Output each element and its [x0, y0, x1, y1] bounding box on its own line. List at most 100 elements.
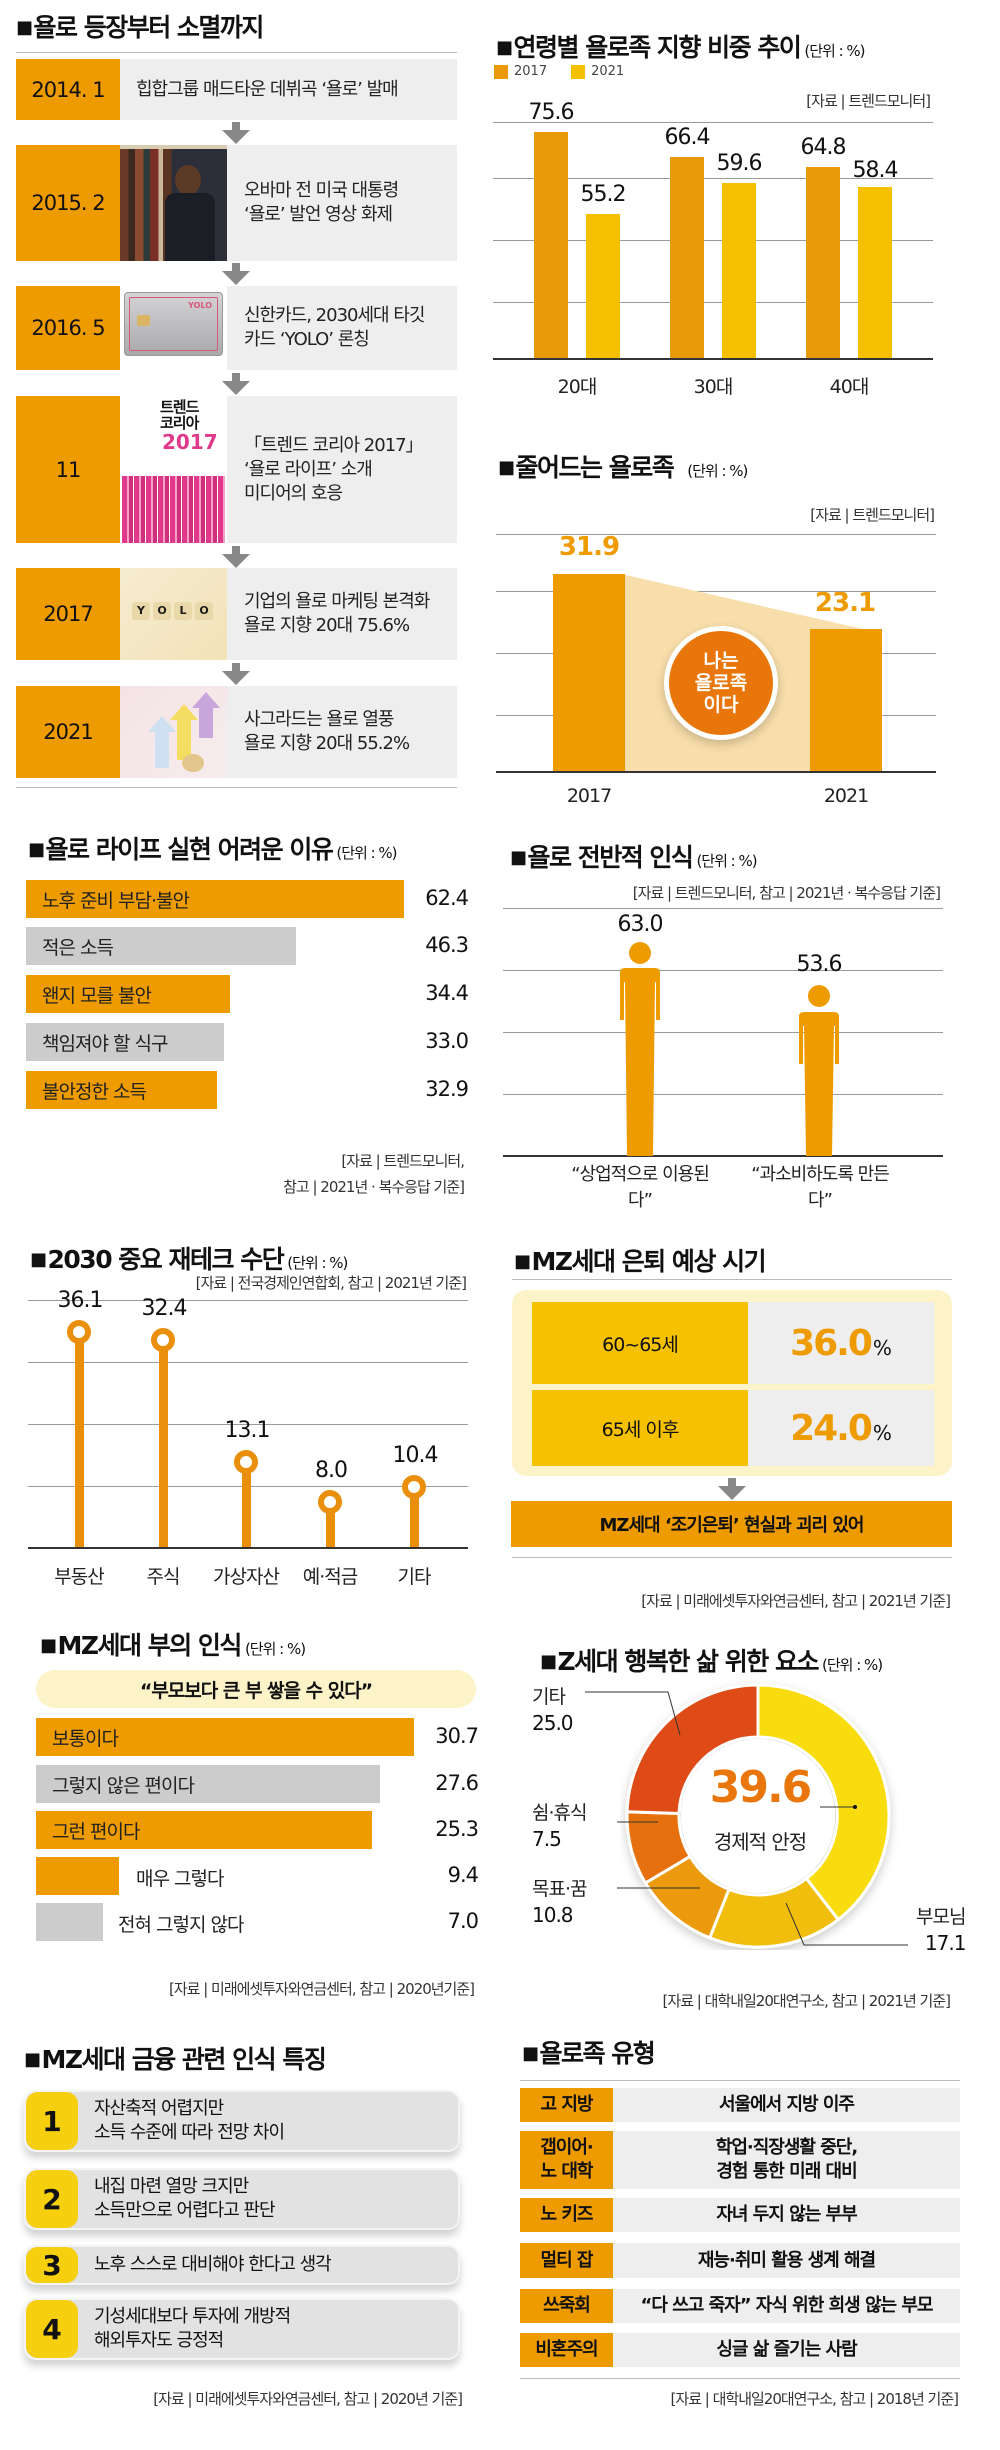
yolo-card-photo: YOLO	[120, 286, 227, 370]
timeline-year: 2014. 1	[16, 59, 120, 120]
down-arrow-icon	[222, 663, 250, 685]
down-arrow-icon	[222, 122, 250, 144]
chart-legend: 2017 2021	[494, 64, 624, 79]
investment-title: ■2030 중요 재테크 수단 (단위 : %)	[30, 1245, 348, 1274]
bar-30s-2017	[670, 157, 704, 358]
bar-2021	[810, 629, 882, 771]
retirement-title: ■MZ세대 은퇴 예상 시기	[514, 1247, 767, 1276]
retirement-age: 65세 이후	[532, 1390, 748, 1466]
lollipop-dot	[151, 1328, 175, 1352]
timeline-year: 2017	[16, 568, 120, 660]
bar-20s-2021	[586, 214, 620, 358]
source-note: [자료 | 대학내일20대연구소, 참고 | 2021년 기준]	[662, 1992, 951, 2010]
source-note: 참고 | 2021년 · 복수응답 기준]	[283, 1178, 465, 1196]
hbar: 그런 편이다	[36, 1811, 372, 1849]
divider	[512, 1557, 952, 1558]
hbar-label: 전혀 그렇지 않다	[118, 1914, 244, 1936]
divider	[16, 52, 457, 53]
source-note: [자료 | 트렌드모니터,	[341, 1152, 465, 1170]
type-row: 쓰죽회 “다 쓰고 죽자” 자식 위한 희생 않는 부모	[520, 2289, 960, 2323]
retirement-value: 36.0%	[748, 1302, 934, 1384]
source-note: [자료 | 트렌드모니터]	[806, 92, 931, 110]
difficulty-title: ■욜로 라이프 실현 어려운 이유 (단위 : %)	[28, 835, 398, 864]
leader-lines	[585, 1691, 908, 1946]
timeline-row: 2017 Y O L O 기업의 욜로 마케팅 본격화 욜로 지향 20대 75.…	[16, 568, 457, 660]
hbar: 그렇지 않은 편이다	[36, 1765, 380, 1803]
bar-30s-2021	[722, 183, 756, 358]
timeline-title: ■욜로 등장부터 소멸까지	[16, 13, 264, 42]
timeline-row: 2016. 5 YOLO 신한카드, 2030세대 타깃 카드 ‘YOLO’ 론칭	[16, 286, 457, 370]
source-note: [자료 | 미래에셋투자와연금센터, 참고 | 2021년 기준]	[641, 1592, 951, 1610]
donut-label: 목표·꿈 10.8	[532, 1878, 587, 1927]
retirement-age: 60~65세	[532, 1302, 748, 1384]
card-number-badge: 4	[26, 2300, 78, 2358]
down-arrow-icon	[718, 1478, 746, 1500]
wealth-quote: “부모보다 큰 부 쌓을 수 있다”	[36, 1670, 476, 1708]
center-value: 39.6	[709, 1762, 813, 1813]
timeline-year: 11	[16, 396, 120, 543]
finance-card: 3 노후 스스로 대비해야 한다고 생각	[24, 2245, 460, 2285]
wealth-title: ■MZ세대 부의 인식 (단위 : %)	[40, 1631, 306, 1660]
card-number-badge: 1	[26, 2092, 78, 2150]
happiness-title: ■Z세대 행복한 삶 위한 요소 (단위 : %)	[540, 1647, 883, 1676]
source-note: [자료 | 미래에셋투자와연금센터, 참고 | 2020년 기준]	[153, 2390, 463, 2408]
divider	[512, 1279, 952, 1280]
donut-label: 부모님 17.1	[916, 1906, 966, 1955]
card-brand-text: YOLO	[188, 301, 212, 310]
timeline-year: 2016. 5	[16, 286, 120, 370]
retirement-value: 24.0%	[748, 1390, 934, 1466]
hbar: 노후 준비 부담·불안	[26, 880, 404, 918]
center-label: 경제적 안정	[713, 1830, 807, 1854]
finance-card: 1 자산축적 어렵지만 소득 수준에 따라 전망 차이	[24, 2090, 460, 2152]
lollipop-dot	[318, 1490, 342, 1514]
retirement-banner: MZ세대 ‘조기은퇴’ 현실과 괴리 있어	[511, 1501, 952, 1547]
hbar: 왠지 모를 불안	[26, 975, 230, 1013]
timeline-row: 2021 사그라드는 욜로 열풍 욜로 지향 20대 55.2%	[16, 686, 457, 778]
category-label: “과소비하도록 만든다”	[751, 1164, 890, 1211]
person-pictogram-icon	[620, 942, 660, 1156]
down-arrow-icon	[222, 546, 250, 568]
timeline-text: 사그라드는 욜로 열풍 욜로 지향 20대 55.2%	[244, 709, 410, 754]
divider	[16, 787, 457, 788]
age-trend-title: ■연령별 욜로족 지향 비중 추이 (단위 : %)	[496, 33, 866, 62]
source-note: [자료 | 전국경제인연합회, 참고 | 2021년 기준]	[195, 1274, 467, 1292]
donut-chart	[625, 1683, 891, 1949]
declining-title: ■줄어드는 욜로족 (단위 : %)	[498, 453, 748, 482]
obama-selfie-photo	[120, 145, 227, 261]
bar-40s-2017	[806, 167, 840, 358]
trend-korea-book-cover: 트렌드 코리아 2017	[120, 396, 227, 543]
timeline-text: 힙합그룹 매드타운 데뷔곡 ‘욜로’ 발매	[136, 78, 399, 100]
timeline-row: 2015. 2 오바마 전 미국 대통령 ‘욜로’ 발언 영상 화제	[16, 145, 457, 261]
down-arrow-icon	[222, 373, 250, 395]
divider	[520, 2378, 960, 2379]
timeline-row: 2014. 1 힙합그룹 매드타운 데뷔곡 ‘욜로’ 발매	[16, 59, 457, 120]
legend-swatch-2021	[571, 64, 586, 79]
timeline-text: 기업의 욜로 마케팅 본격화 욜로 지향 20대 75.6%	[244, 591, 430, 636]
timeline-year: 2021	[16, 686, 120, 778]
badge-i-am-yolo: 나는 욜로족 이다	[664, 626, 778, 740]
timeline-row: 11 트렌드 코리아 2017 「트렌드 코리아 2017」 ‘욜로 라이프’ 소…	[16, 396, 457, 543]
hbar-label: 매우 그렇다	[136, 1868, 224, 1890]
finance-title: ■MZ세대 금융 관련 인식 특징	[24, 2045, 327, 2074]
donut-label: 쉼·휴식 7.5	[532, 1802, 587, 1851]
types-title: ■욜로족 유형	[522, 2039, 656, 2068]
person-pictogram-icon	[799, 985, 839, 1156]
source-note: [자료 | 트렌드모니터]	[810, 506, 935, 524]
hbar: 보통이다	[36, 1718, 414, 1756]
finance-card: 2 내집 마련 열망 크지만 소득만으로 어렵다고 판단	[24, 2168, 460, 2230]
card-number-badge: 3	[26, 2247, 78, 2283]
category-label: “상업적으로 이용된다”	[571, 1164, 710, 1211]
timeline-text: 신한카드, 2030세대 타깃 카드 ‘YOLO’ 론칭	[244, 305, 425, 350]
source-note: [자료 | 대학내일20대연구소, 참고 | 2018년 기준]	[670, 2390, 959, 2408]
timeline-text: 오바마 전 미국 대통령 ‘욜로’ 발언 영상 화제	[244, 180, 399, 225]
hbar: 적은 소득	[26, 927, 296, 965]
type-row: 고 지방 서울에서 지방 이주	[520, 2088, 960, 2122]
divider	[520, 2080, 960, 2081]
retirement-box: 60~65세 36.0% 65세 이후 24.0%	[512, 1290, 952, 1476]
perception-title: ■욜로 전반적 인식 (단위 : %)	[510, 843, 758, 872]
type-row: 갭이어· 노 대학 학업·직장생활 중단, 경험 통한 미래 대비	[520, 2131, 960, 2189]
bar-20s-2017	[534, 132, 568, 358]
type-row: 멀티 잡 재능·취미 활용 생계 해결	[520, 2243, 960, 2278]
hbar: 책임져야 할 식구	[26, 1023, 224, 1061]
hbar: 불안정한 소득	[26, 1071, 217, 1109]
